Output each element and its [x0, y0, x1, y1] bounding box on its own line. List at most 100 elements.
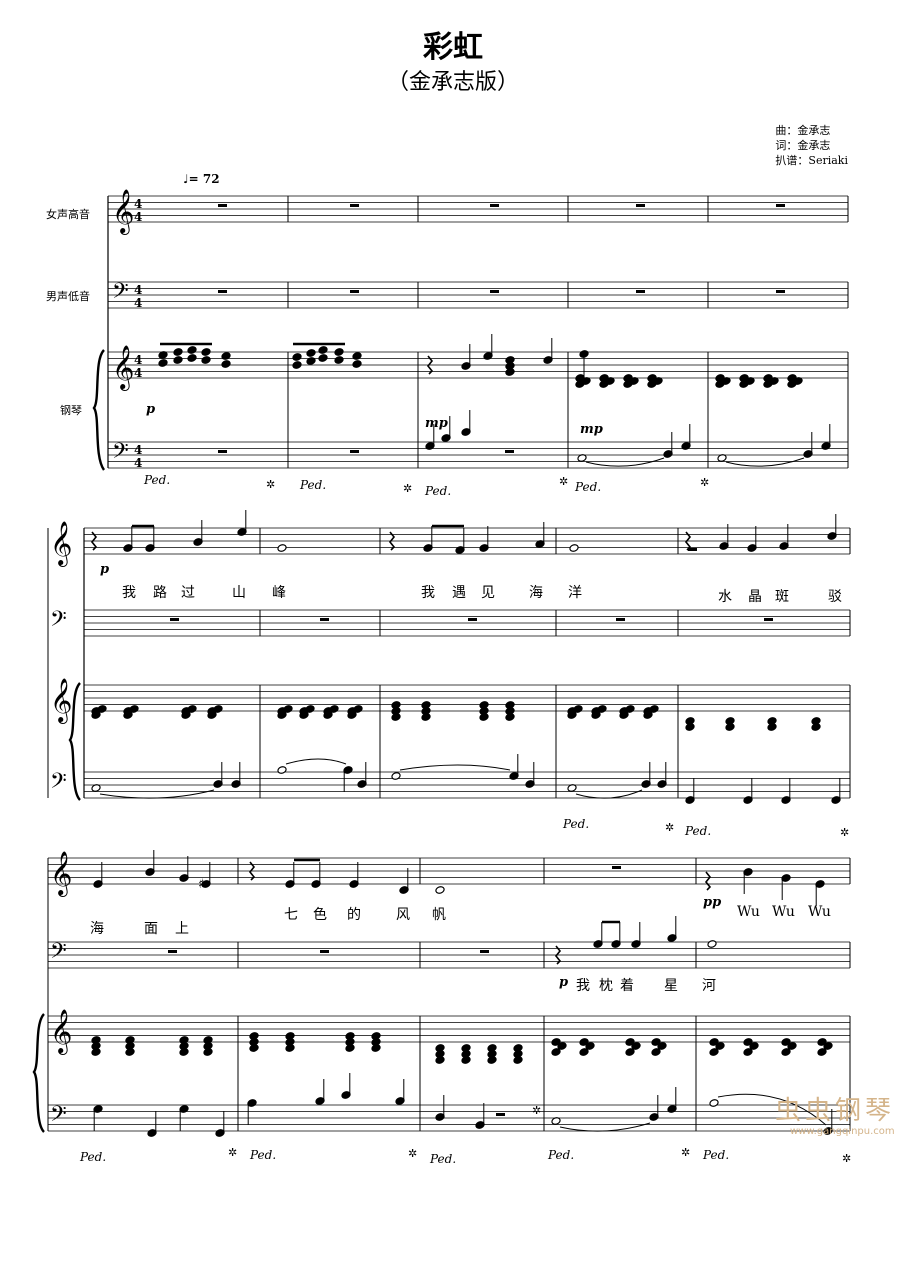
note-head [123, 711, 133, 719]
lyric-word: 洋 [568, 585, 582, 601]
whole-rest [490, 204, 499, 207]
lyric-word: 驳 [828, 589, 842, 605]
treble-clef-icon: 𝄞 [50, 851, 72, 897]
whole-rest [320, 618, 329, 621]
whole-rest [350, 290, 359, 293]
lyric-word: 过 [181, 585, 195, 601]
note-head [743, 1048, 753, 1056]
note-head [513, 1044, 523, 1052]
lyricist-credit: 词：金承志 [775, 139, 831, 152]
lyric-word: 上 [175, 921, 189, 937]
note-head [725, 723, 735, 731]
note-head [391, 713, 401, 721]
bass-clef-icon: 𝄢 [112, 279, 129, 309]
note-head [551, 1117, 561, 1125]
lyric-word: 海 [529, 585, 543, 601]
dynamic-p-3: p [559, 975, 569, 990]
note-head [631, 1042, 641, 1050]
note-head [435, 886, 445, 894]
pedal-release-icon: ✲ [559, 475, 569, 488]
whole-rest [505, 450, 514, 453]
pedal-mark: Ped. [425, 484, 452, 498]
pedal-release-icon: ✲ [681, 1146, 691, 1159]
note-head [173, 348, 183, 356]
pedal-release-icon: ✲ [403, 482, 413, 495]
lyric-word: 面 [144, 921, 158, 937]
pedal-mark: Ped. [80, 1150, 107, 1164]
dynamic-p-1: p [146, 402, 156, 417]
lyric-word: 星 [664, 978, 678, 994]
quarter-rest [388, 531, 396, 551]
note-head [299, 711, 309, 719]
note-head [277, 766, 287, 774]
tie [99, 789, 215, 799]
note-head [579, 1048, 589, 1056]
pedal-mark: Ped. [144, 473, 171, 487]
note-head [201, 356, 211, 364]
note-head [352, 352, 362, 360]
whole-rest [320, 950, 329, 953]
note-head [643, 711, 653, 719]
note-head [487, 1044, 497, 1052]
tie [559, 1122, 651, 1132]
time-signature: 4 [134, 353, 142, 367]
lyric-word: 帆 [432, 907, 446, 923]
instrument-piano: 钢琴 [60, 404, 82, 417]
whole-rest [218, 204, 227, 207]
note-head [187, 705, 197, 713]
pedal-mark: Ped. [703, 1148, 730, 1162]
note-head [306, 357, 316, 365]
note-head [717, 454, 727, 462]
piano-brace-icon [32, 1013, 45, 1133]
whole-rest [496, 1113, 505, 1116]
lyric-word: 风 [396, 907, 410, 923]
dynamic-p-2: p [100, 562, 110, 577]
note-head [629, 377, 639, 385]
note-head [158, 359, 168, 367]
note-head [91, 711, 101, 719]
bass-clef-icon: 𝄢 [112, 439, 129, 469]
note-head [91, 1036, 101, 1044]
note-head [649, 705, 659, 713]
note-head [479, 701, 489, 709]
note-head [91, 784, 101, 792]
whole-rest [490, 290, 499, 293]
pedal-release-icon: ✲ [842, 1152, 852, 1165]
note-head [329, 705, 339, 713]
pedal-release-icon: ✲ [665, 821, 675, 834]
bass-clef-icon: 𝄢 [50, 1102, 67, 1132]
note-head [334, 348, 344, 356]
lyric-word: 七 [284, 907, 298, 923]
lyric-word: 路 [153, 585, 167, 601]
note-head [715, 1042, 725, 1050]
note-head [391, 701, 401, 709]
note-head [352, 360, 362, 368]
note-head [292, 353, 302, 361]
bass-clef-icon: 𝄢 [50, 939, 67, 969]
note-head [347, 711, 357, 719]
note-head [823, 1042, 833, 1050]
note-head [283, 705, 293, 713]
note-head [581, 377, 591, 385]
note-head [505, 713, 515, 721]
note-head [577, 454, 587, 462]
lyric-word: 我 [421, 585, 435, 601]
note-head [721, 377, 731, 385]
quarter-rest [90, 531, 98, 551]
time-signature: 4 [134, 283, 142, 297]
note-head [685, 723, 695, 731]
lyric-word: 晶 [748, 589, 762, 605]
note-head [221, 352, 231, 360]
note-head [181, 711, 191, 719]
whole-rest [776, 204, 785, 207]
treble-clef-icon: 𝄞 [50, 1009, 72, 1055]
lyric-word: 斑 [775, 589, 789, 605]
lyric-word: 我 [576, 978, 590, 994]
note-head [345, 1032, 355, 1040]
pedal-release-icon: ✲ [228, 1146, 238, 1159]
note-head [709, 1048, 719, 1056]
whole-rest [616, 618, 625, 621]
note-head [709, 1099, 719, 1107]
piano-brace-icon [68, 682, 81, 801]
note-head [787, 1042, 797, 1050]
